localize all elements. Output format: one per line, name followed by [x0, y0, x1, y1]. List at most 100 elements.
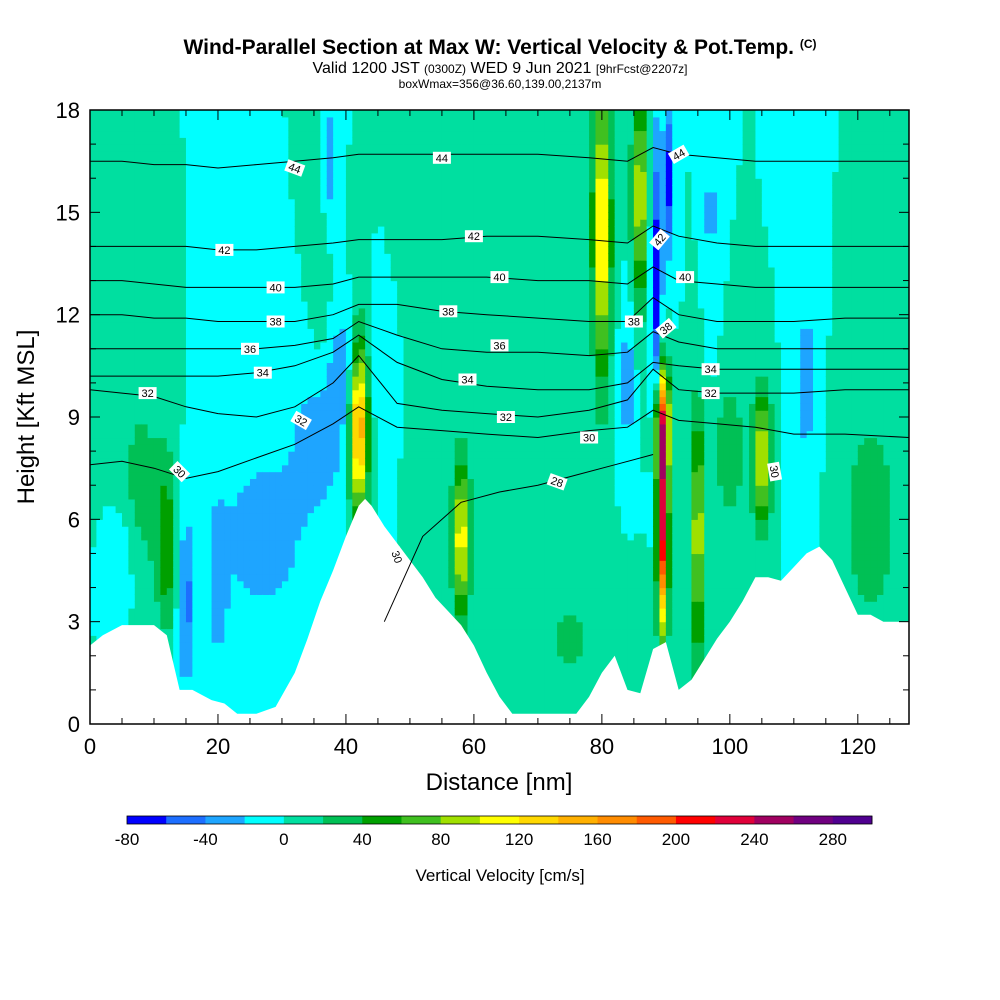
heatmap-cell: [160, 519, 168, 527]
heatmap-cell: [166, 485, 174, 493]
heatmap-cell: [269, 539, 277, 548]
heatmap-cell: [269, 567, 277, 575]
heatmap-cell: [237, 410, 245, 418]
heatmap-cell: [249, 498, 257, 507]
heatmap-cell: [249, 553, 257, 561]
heatmap-cell: [345, 457, 353, 466]
heatmap-cell: [230, 314, 238, 323]
heatmap-cell: [352, 498, 360, 507]
heatmap-cell: [301, 430, 309, 439]
heatmap-cell: [307, 260, 315, 268]
heatmap-cell: [435, 594, 443, 602]
heatmap-cell: [371, 492, 379, 500]
heatmap-cell: [281, 573, 289, 582]
heatmap-cell: [192, 212, 200, 220]
heatmap-cell: [377, 116, 385, 125]
heatmap-cell: [198, 648, 206, 657]
heatmap-cell: [128, 191, 136, 200]
heatmap-cell: [160, 444, 168, 452]
heatmap-cell: [429, 253, 437, 261]
heatmap-cell: [326, 478, 334, 486]
heatmap-cell: [198, 532, 206, 541]
heatmap-cell: [205, 532, 213, 541]
heatmap-cell: [313, 437, 321, 445]
heatmap-cell: [160, 423, 168, 432]
heatmap-cell: [358, 403, 366, 411]
heatmap-cell: [358, 232, 366, 241]
heatmap-cell: [262, 178, 270, 186]
heatmap-cell: [429, 219, 437, 227]
heatmap-cell: [109, 198, 117, 207]
heatmap-cell: [243, 423, 251, 432]
heatmap-cell: [153, 212, 161, 220]
heatmap-cell: [294, 437, 302, 445]
heatmap-cell: [243, 239, 251, 248]
heatmap-cell: [121, 478, 129, 486]
heatmap-cell: [377, 287, 385, 295]
heatmap-cell: [211, 341, 219, 350]
heatmap-cell: [269, 301, 277, 309]
heatmap-cell: [307, 512, 315, 520]
heatmap-cell: [397, 123, 405, 132]
heatmap-cell: [128, 164, 136, 172]
heatmap-cell: [192, 362, 200, 370]
heatmap-cell: [141, 492, 149, 500]
heatmap-cell: [249, 389, 257, 398]
heatmap-cell: [198, 505, 206, 514]
heatmap-cell: [409, 314, 417, 323]
heatmap-cell: [217, 307, 225, 316]
heatmap-cell: [288, 437, 296, 445]
heatmap-cell: [429, 294, 437, 302]
heatmap-cell: [198, 526, 206, 534]
heatmap-cell: [141, 219, 149, 227]
heatmap-cell: [275, 628, 283, 636]
heatmap-cell: [173, 642, 181, 650]
heatmap-cell: [96, 225, 104, 234]
heatmap-cell: [153, 150, 161, 159]
heatmap-cell: [128, 478, 136, 486]
heatmap-cell: [109, 219, 117, 227]
heatmap-cell: [409, 457, 417, 466]
heatmap-cell: [269, 444, 277, 452]
heatmap-cell: [224, 648, 232, 657]
heatmap-cell: [230, 348, 238, 357]
heatmap-cell: [128, 519, 136, 527]
heatmap-cell: [237, 505, 245, 514]
heatmap-cell: [166, 110, 174, 118]
heatmap-cell: [109, 294, 117, 302]
heatmap-cell: [192, 164, 200, 172]
heatmap-cell: [288, 294, 296, 302]
heatmap-cell: [211, 301, 219, 309]
heatmap-cell: [243, 532, 251, 541]
heatmap-cell: [288, 410, 296, 418]
heatmap-cell: [237, 464, 245, 473]
heatmap-cell: [288, 430, 296, 439]
heatmap-cell: [288, 328, 296, 336]
heatmap-cell: [243, 451, 251, 459]
heatmap-cell: [390, 280, 398, 288]
heatmap-cell: [147, 410, 155, 418]
heatmap-cell: [301, 389, 309, 398]
heatmap-cell: [141, 376, 149, 384]
heatmap-cell: [397, 348, 405, 357]
heatmap-cell: [237, 260, 245, 268]
heatmap-cell: [102, 232, 110, 241]
heatmap-cell: [339, 150, 347, 159]
heatmap-cell: [262, 505, 270, 514]
heatmap-cell: [352, 321, 360, 329]
heatmap-cell: [262, 492, 270, 500]
heatmap-cell: [147, 260, 155, 268]
heatmap-cell: [243, 485, 251, 493]
heatmap-cell: [409, 369, 417, 377]
heatmap-cell: [153, 205, 161, 213]
heatmap-cell: [217, 621, 225, 630]
heatmap-cell: [217, 532, 225, 541]
heatmap-cell: [275, 560, 283, 568]
heatmap-cell: [217, 689, 225, 698]
heatmap-cell: [224, 130, 232, 138]
heatmap-cell: [326, 144, 334, 152]
heatmap-cell: [230, 437, 238, 445]
heatmap-cell: [365, 266, 373, 275]
heatmap-cell: [90, 430, 97, 439]
heatmap-cell: [403, 464, 411, 473]
